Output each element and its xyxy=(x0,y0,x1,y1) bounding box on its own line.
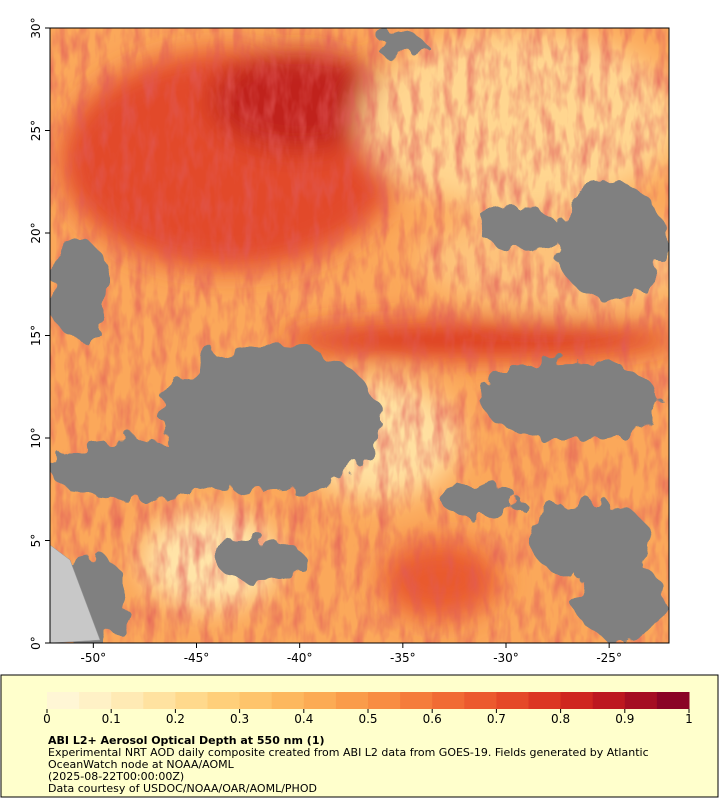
colorbar-tick-label: 1 xyxy=(685,712,693,726)
colorbar-tick-label: 0.1 xyxy=(102,712,121,726)
colorbar-segment xyxy=(560,692,594,709)
colorbar-segment xyxy=(528,692,562,709)
colorbar-segment xyxy=(496,692,529,709)
colorbar-tick-label: 0 xyxy=(43,712,51,726)
colorbar-segment xyxy=(79,692,112,709)
colorbar-segment xyxy=(143,692,176,709)
colorbar-segment xyxy=(624,692,658,709)
x-tick-label: -45° xyxy=(184,651,210,665)
x-tick-label: -35° xyxy=(390,651,416,665)
colorbar-tick-label: 0.5 xyxy=(358,712,377,726)
colorbar-segment xyxy=(592,692,626,709)
colorbar-segment xyxy=(303,692,337,709)
colorbar-segment xyxy=(656,692,690,709)
colorbar-tick-label: 0.9 xyxy=(615,712,634,726)
colorbar-segment xyxy=(111,692,144,709)
colorbar-tick-label: 0.2 xyxy=(166,712,185,726)
y-tick-label: 15° xyxy=(29,325,43,346)
y-tick-label: 25° xyxy=(29,120,43,141)
caption-line: OceanWatch node at NOAA/AOML xyxy=(48,758,235,771)
x-tick-label: -50° xyxy=(81,651,107,665)
colorbar-tick-label: 0.8 xyxy=(551,712,570,726)
x-tick-label: -40° xyxy=(287,651,313,665)
aod-map xyxy=(50,28,669,643)
colorbar-tick-label: 0.3 xyxy=(230,712,249,726)
y-tick-label: 30° xyxy=(29,17,43,38)
caption-title: ABI L2+ Aerosol Optical Depth at 550 nm … xyxy=(48,734,325,747)
colorbar-tick-label: 0.6 xyxy=(423,712,442,726)
colorbar-segment xyxy=(207,692,241,709)
colorbar-segment xyxy=(464,692,497,709)
x-tick-label: -25° xyxy=(596,651,622,665)
colorbar-tick-label: 0.4 xyxy=(294,712,313,726)
colorbar-segment xyxy=(47,692,80,709)
caption-line: Data courtesy of USDOC/NOAA/OAR/AOML/PHO… xyxy=(48,782,317,795)
x-tick-label: -30° xyxy=(493,651,519,665)
colorbar-segment xyxy=(239,692,273,709)
colorbar-segment xyxy=(335,692,369,709)
colorbar-segment xyxy=(400,692,433,709)
caption-line: (2025-08-22T00:00:00Z) xyxy=(48,770,184,783)
y-tick-label: 5° xyxy=(29,534,43,548)
colorbar-segment xyxy=(368,692,401,709)
caption-line: Experimental NRT AOD daily composite cre… xyxy=(48,746,649,759)
colorbar-segment xyxy=(432,692,465,709)
colorbar-segment xyxy=(271,692,305,709)
y-tick-label: 0° xyxy=(29,636,43,650)
y-tick-label: 10° xyxy=(29,427,43,448)
colorbar-tick-label: 0.7 xyxy=(487,712,506,726)
colorbar-segment xyxy=(175,692,208,709)
y-tick-label: 20° xyxy=(29,222,43,243)
